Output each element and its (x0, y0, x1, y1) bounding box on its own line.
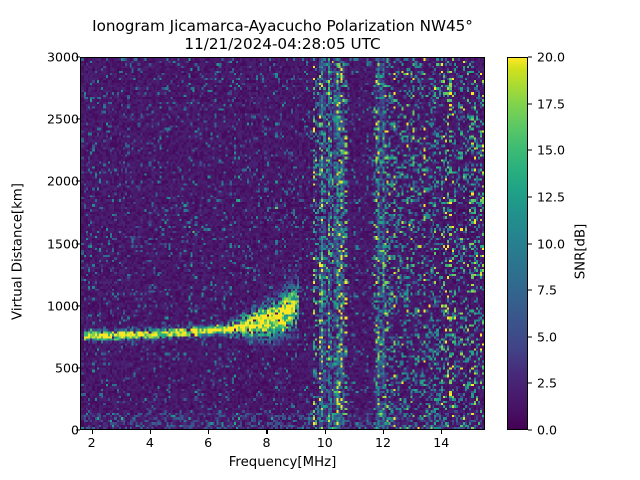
x-tick-label: 12 (375, 435, 392, 450)
x-tick-label: 10 (316, 435, 333, 450)
x-tick-label: 8 (262, 435, 271, 450)
colorbar-tick-label: 15.0 (537, 142, 566, 158)
y-tick-label: 0 (70, 422, 79, 438)
y-tick-label: 2000 (46, 173, 79, 189)
ionogram-heatmap (81, 58, 484, 429)
colorbar-tick-label: 10.0 (537, 236, 566, 251)
x-tick-label: 6 (204, 435, 213, 450)
colorbar-tick-mark (528, 382, 532, 384)
colorbar-tick-label: 7.5 (537, 282, 558, 298)
x-tick-mark (383, 430, 385, 434)
colorbar-tick-label: 0.0 (537, 422, 558, 438)
chart-title-block: Ionogram Jicamarca-Ayacucho Polarization… (0, 17, 565, 54)
x-tick-mark (266, 430, 268, 434)
y-tick-mark (76, 118, 80, 120)
x-tick-label: 2 (87, 435, 96, 450)
y-tick-mark (76, 242, 80, 245)
y-tick-label: 2500 (46, 111, 79, 127)
colorbar-tick-mark (528, 243, 532, 244)
colorbar-tick-label: 5.0 (537, 329, 558, 345)
y-tick-label: 3000 (46, 49, 79, 65)
x-tick-mark (441, 430, 443, 434)
x-tick-mark (149, 430, 152, 434)
colorbar-tick-mark (528, 336, 532, 338)
y-tick-mark (76, 180, 80, 182)
x-tick-mark (91, 430, 93, 434)
colorbar-tick-label: 12.5 (537, 189, 566, 205)
heatmap-plot-area (80, 57, 485, 430)
page-title: Ionogram Jicamarca-Ayacucho Polarization… (92, 17, 473, 35)
colorbar-tick-mark (528, 196, 532, 198)
colorbar-tick-label: 17.5 (537, 96, 566, 112)
x-tick-mark (208, 430, 210, 434)
colorbar-tick-label: 20.0 (537, 49, 566, 65)
y-tick-mark (76, 429, 80, 431)
colorbar (507, 57, 528, 430)
colorbar-tick-mark (528, 103, 532, 105)
colorbar-tick-mark (528, 429, 532, 431)
colorbar-tick-label: 2.5 (537, 375, 558, 391)
y-tick-label: 500 (54, 360, 79, 376)
x-axis-label: Frequency[MHz] (228, 455, 337, 470)
x-tick-label: 4 (145, 435, 154, 450)
y-tick-label: 1000 (46, 298, 79, 314)
x-tick-label: 14 (433, 435, 450, 450)
y-tick-mark (76, 367, 80, 369)
x-tick-mark (324, 430, 326, 434)
colorbar-tick-mark (528, 56, 532, 58)
colorbar-tick-mark (528, 289, 532, 291)
colorbar-tick-mark (528, 149, 532, 151)
chart-subtitle: 11/21/2024-04:28:05 UTC (184, 34, 381, 53)
y-tick-mark (76, 56, 80, 58)
y-axis-label: Virtual Distance[km] (10, 182, 26, 320)
y-tick-label: 1500 (46, 236, 79, 251)
y-tick-mark (76, 305, 80, 307)
